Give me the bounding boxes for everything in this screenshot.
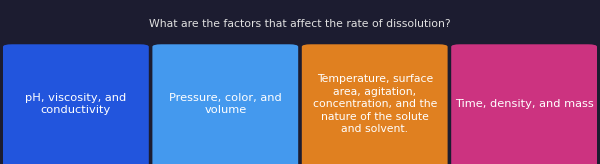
Text: Pressure, color, and
volume: Pressure, color, and volume — [169, 93, 281, 115]
Text: What are the factors that affect the rate of dissolution?: What are the factors that affect the rat… — [149, 19, 451, 29]
Text: Time, density, and mass: Time, density, and mass — [455, 99, 593, 109]
FancyBboxPatch shape — [3, 44, 149, 164]
Text: Temperature, surface
area, agitation,
concentration, and the
nature of the solut: Temperature, surface area, agitation, co… — [313, 74, 437, 134]
FancyBboxPatch shape — [302, 44, 448, 164]
FancyBboxPatch shape — [152, 44, 298, 164]
Text: pH, viscosity, and
conductivity: pH, viscosity, and conductivity — [25, 93, 127, 115]
FancyBboxPatch shape — [451, 44, 597, 164]
